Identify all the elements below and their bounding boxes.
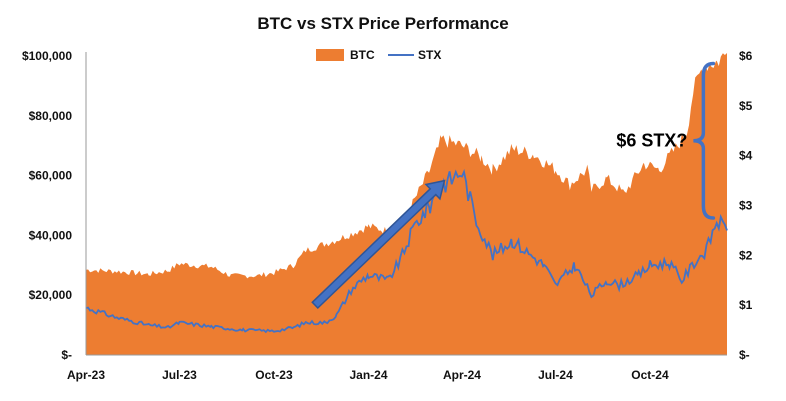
annotation-text: $6 STX? xyxy=(616,131,687,151)
x-axis: Apr-23 Jul-23 Oct-23 Jan-24 Apr-24 Jul-24 Oct-… xyxy=(67,354,727,382)
x-tick-label: Jan-24 xyxy=(349,368,387,382)
right-tick-label: $4 xyxy=(739,149,753,163)
legend: BTC STX xyxy=(316,48,441,62)
legend-label-stx: STX xyxy=(418,48,441,62)
plot-area xyxy=(85,53,728,355)
left-tick-label: $40,000 xyxy=(29,228,73,242)
left-axis: $- $20,000 $40,000 $60,000 $80,000 $100,000 xyxy=(22,49,87,362)
right-tick-label: $6 xyxy=(739,49,753,63)
annotation-arrow xyxy=(311,179,446,310)
left-tick-label: $100,000 xyxy=(22,49,72,63)
right-tick-label: $1 xyxy=(739,298,753,312)
chart-title: BTC vs STX Price Performance xyxy=(257,14,508,33)
legend-swatch-btc xyxy=(316,49,344,61)
right-tick-label: $- xyxy=(739,348,750,362)
left-tick-label: $- xyxy=(61,348,72,362)
right-tick-label: $3 xyxy=(739,199,753,213)
left-tick-label: $60,000 xyxy=(29,169,73,183)
left-tick-label: $20,000 xyxy=(29,288,73,302)
x-tick-label: Oct-23 xyxy=(255,368,293,382)
left-tick-label: $80,000 xyxy=(29,109,73,123)
right-tick-label: $2 xyxy=(739,248,753,262)
series-btc-area xyxy=(86,53,727,355)
x-tick-label: Oct-24 xyxy=(631,368,669,382)
x-tick-label: Apr-24 xyxy=(443,368,481,382)
legend-label-btc: BTC xyxy=(350,48,375,62)
right-axis: $- $1 $2 $3 $4 $5 $6 xyxy=(739,49,753,362)
x-tick-label: Jul-23 xyxy=(162,368,197,382)
x-tick-label: Jul-24 xyxy=(538,368,573,382)
right-tick-label: $5 xyxy=(739,99,753,113)
x-tick-label: Apr-23 xyxy=(67,368,105,382)
series-stx-line xyxy=(85,168,728,334)
